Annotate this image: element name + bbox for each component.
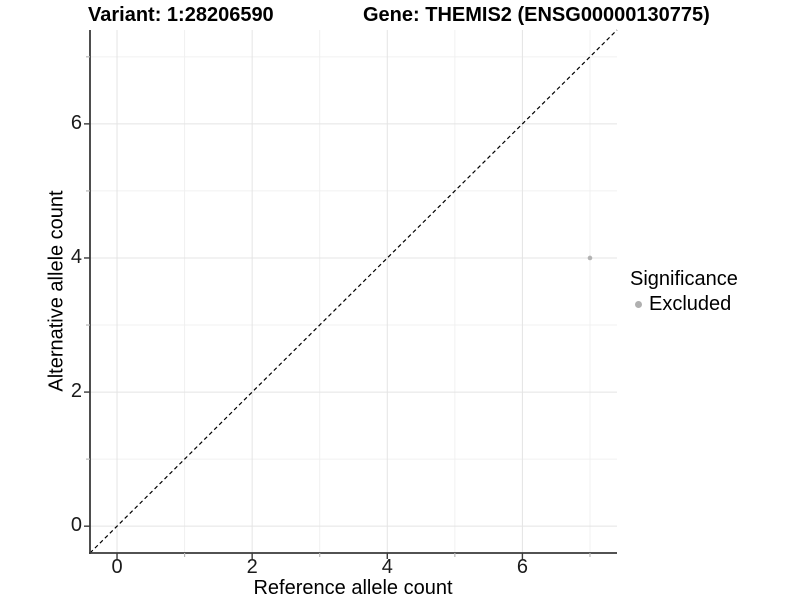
identity-reference-line (89, 29, 618, 554)
legend-item-excluded: Excluded (630, 293, 738, 316)
legend-title: Significance (630, 268, 738, 290)
y-tick-label: 4 (70, 246, 82, 269)
x-tick-label: 4 (381, 556, 393, 578)
y-tick-label: 2 (70, 380, 82, 403)
x-tick-label: 6 (516, 556, 528, 578)
y-tick-label: 6 (70, 111, 82, 134)
y-axis-title: Alternative allele count (45, 190, 68, 392)
x-tick-label: 2 (246, 556, 258, 578)
excluded-point-icon (635, 301, 642, 308)
legend-item-label: Excluded (649, 293, 732, 315)
gene-title: Gene: THEMIS2 (ENSG00000130775) (363, 4, 710, 26)
x-axis-title: Reference allele count (253, 577, 453, 599)
legend: Significance Excluded (630, 268, 738, 316)
y-tick-label: 0 (70, 514, 82, 537)
data-point (587, 255, 593, 261)
x-tick-label: 0 (111, 556, 123, 578)
variant-title: Variant: 1:28206590 (88, 4, 274, 26)
